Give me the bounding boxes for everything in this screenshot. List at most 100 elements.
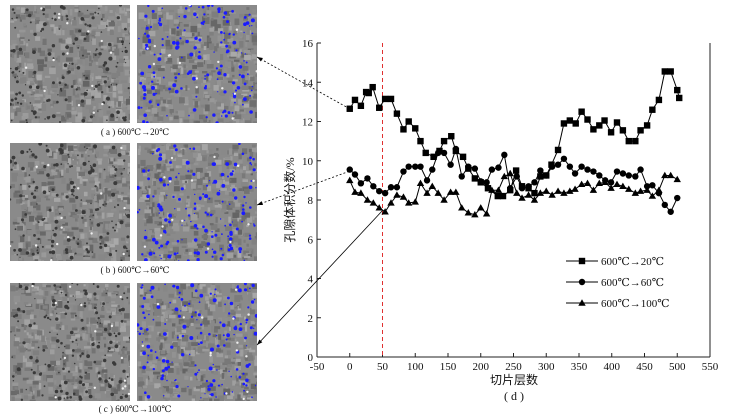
- arrowhead-icon: [257, 57, 263, 62]
- triangle-marker: [589, 186, 598, 193]
- square-marker: [619, 127, 627, 134]
- triangle-marker: [446, 188, 455, 195]
- triangle-marker: [405, 199, 413, 206]
- square-marker: [537, 173, 544, 180]
- triangle-marker: [488, 186, 496, 193]
- square-marker: [440, 137, 448, 145]
- triangle-marker: [566, 187, 574, 194]
- circle-marker: [465, 163, 472, 170]
- x-tick-label: 50: [377, 361, 389, 373]
- y-tick-label: 10: [302, 156, 314, 168]
- triangle-marker: [518, 194, 526, 201]
- circle-marker: [483, 179, 490, 186]
- x-tick-label: 100: [407, 361, 424, 373]
- square-marker: [674, 86, 681, 94]
- triangle-marker: [548, 191, 556, 198]
- circle-marker: [405, 163, 412, 170]
- triangle-marker: [673, 175, 681, 183]
- ct-image-a-pores: [137, 5, 257, 123]
- circle-marker: [458, 173, 465, 180]
- square-marker: [494, 192, 501, 200]
- circle-marker: [507, 185, 514, 192]
- square-marker: [412, 125, 419, 132]
- square-marker: [459, 153, 467, 161]
- circle-marker: [625, 172, 632, 179]
- square-marker: [422, 149, 429, 157]
- circle-marker: [412, 163, 419, 170]
- triangle-marker: [530, 196, 539, 203]
- square-marker: [531, 189, 538, 197]
- triangle-marker: [607, 184, 615, 191]
- triangle-marker: [411, 198, 419, 205]
- circle-marker: [357, 180, 365, 187]
- circle-marker: [364, 175, 371, 182]
- circle-marker: [477, 178, 484, 185]
- circle-marker: [447, 161, 454, 168]
- triangle-marker: [513, 189, 521, 196]
- leader-line: [256, 209, 384, 346]
- square-marker: [376, 104, 383, 111]
- circle-marker: [584, 166, 591, 173]
- triangle-marker: [524, 191, 533, 198]
- y-axis-label: 孔隙体积分数/%: [282, 157, 297, 242]
- square-marker: [676, 94, 683, 102]
- circle-marker: [351, 171, 359, 178]
- square-marker: [649, 106, 656, 113]
- triangle-marker: [619, 182, 627, 189]
- triangle-marker: [560, 189, 568, 196]
- square-marker: [357, 102, 365, 109]
- square-marker: [584, 116, 591, 123]
- triangle-marker: [393, 191, 401, 198]
- square-marker: [351, 96, 359, 104]
- triangle-marker: [506, 169, 514, 177]
- triangle-marker: [631, 189, 640, 196]
- square-marker: [590, 126, 597, 133]
- triangle-marker: [375, 204, 383, 211]
- y-tick-label: 2: [308, 313, 314, 325]
- triangle-marker: [613, 180, 621, 187]
- triangle-marker: [434, 189, 442, 196]
- leader-line: [256, 56, 351, 110]
- square-marker: [601, 117, 608, 124]
- legend-label: 600℃→100℃: [601, 298, 670, 310]
- y-tick-label: 0: [308, 352, 314, 364]
- triangle-marker: [536, 189, 545, 196]
- x-tick-label: 0: [347, 361, 353, 373]
- circle-marker: [661, 201, 669, 209]
- x-tick-label: 200: [473, 361, 490, 373]
- x-tick-label: 400: [604, 361, 621, 373]
- circle-marker: [590, 168, 597, 175]
- triangle-marker: [571, 185, 579, 192]
- circle-marker: [471, 165, 479, 172]
- triangle-marker: [601, 178, 609, 186]
- triangle-marker: [346, 176, 354, 184]
- triangle-marker: [477, 204, 485, 211]
- square-marker: [365, 89, 372, 97]
- triangle-marker: [636, 187, 645, 194]
- y-tick-label: 4: [308, 274, 314, 286]
- square-marker: [661, 68, 669, 75]
- triangle-marker: [500, 172, 509, 180]
- circle-marker: [560, 155, 568, 162]
- triangle-marker: [667, 171, 675, 179]
- x-tick-label: 300: [538, 361, 555, 373]
- square-marker: [499, 192, 507, 200]
- caption-b: ( b ) 600℃→60℃: [100, 265, 170, 275]
- y-tick-label: 6: [308, 234, 314, 246]
- square-marker: [387, 95, 395, 103]
- arrowhead-icon: [257, 201, 263, 205]
- square-marker: [417, 137, 424, 145]
- triangle-marker: [648, 192, 657, 199]
- circle-marker: [578, 163, 585, 170]
- triangle-marker: [655, 186, 663, 193]
- ct-image-c-raw: [10, 283, 130, 401]
- triangle-marker: [554, 187, 562, 194]
- square-marker: [393, 110, 401, 117]
- circle-marker: [571, 170, 579, 177]
- circle-marker: [525, 183, 532, 190]
- triangle-marker: [452, 188, 460, 195]
- triangle-marker: [494, 186, 503, 193]
- triangle-marker: [416, 179, 425, 187]
- circle-marker: [596, 172, 603, 179]
- triangle-marker: [583, 179, 592, 187]
